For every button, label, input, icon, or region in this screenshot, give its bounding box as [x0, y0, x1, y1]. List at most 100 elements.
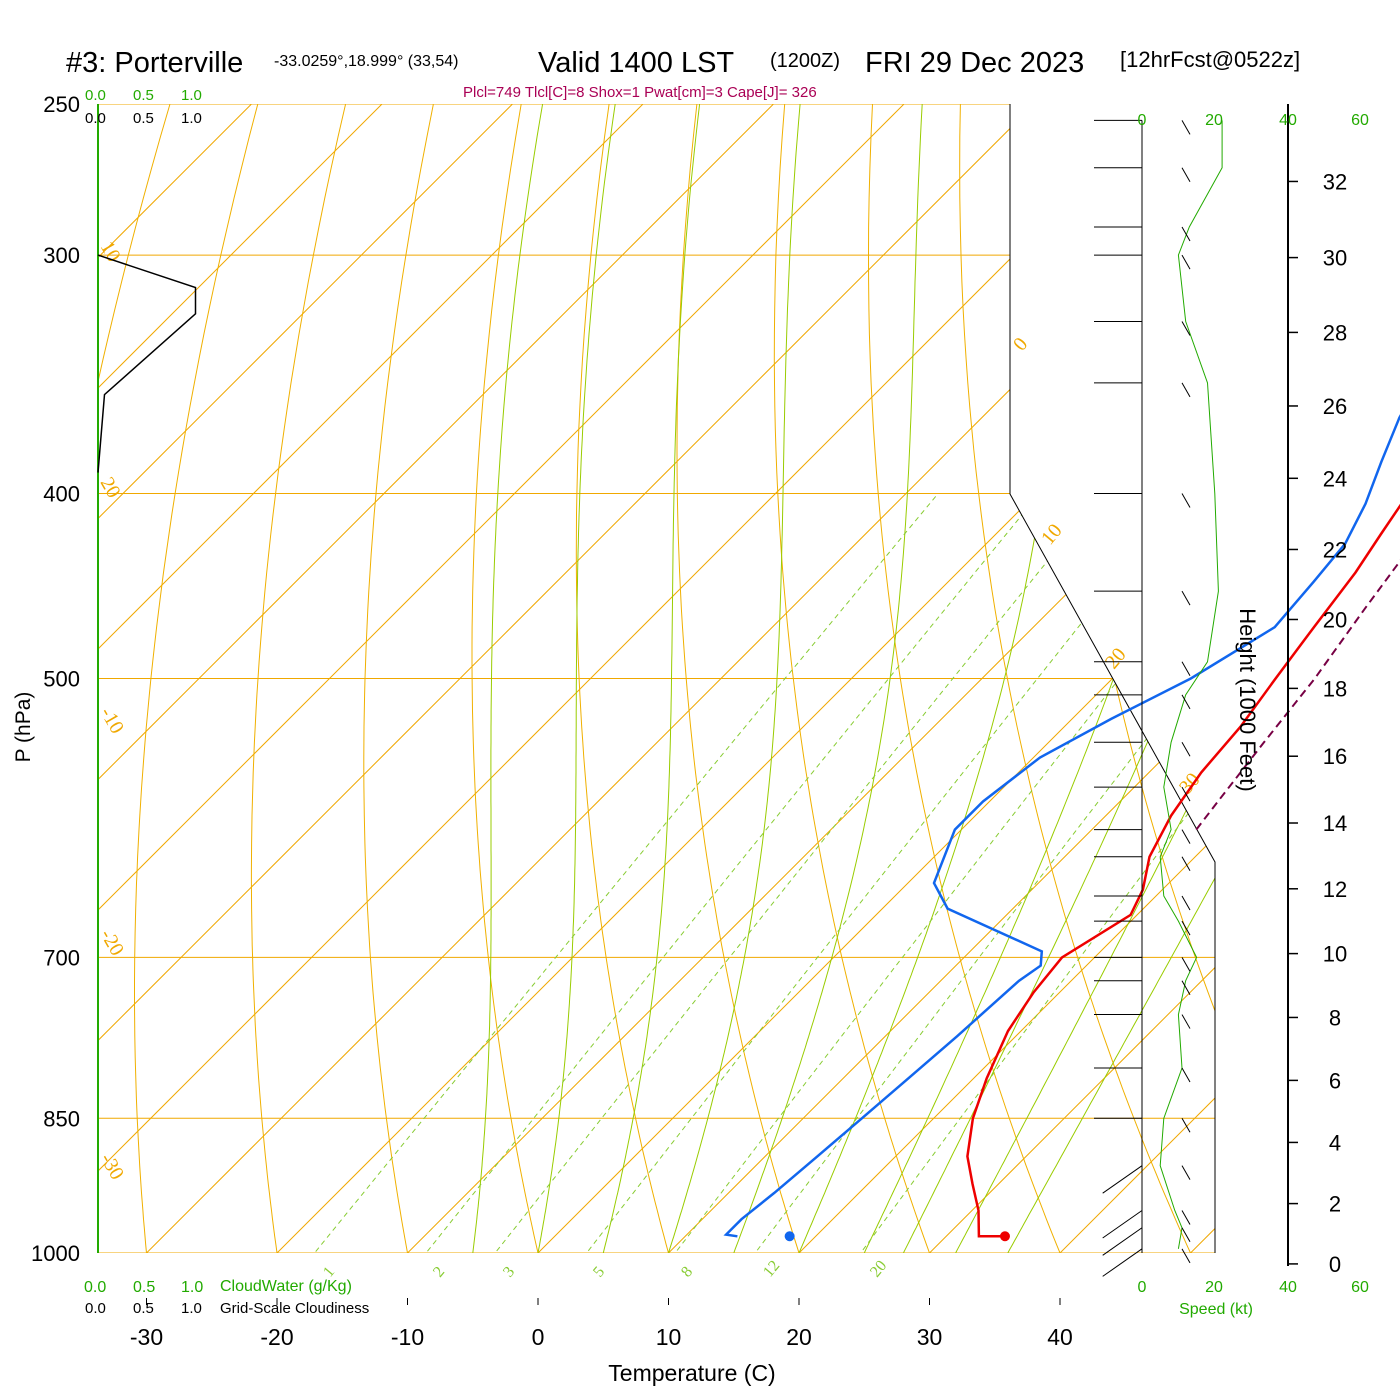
dry-adiabat-line	[867, 104, 1078, 1253]
y-axis-title: P (hPa)	[12, 692, 35, 763]
cloudiness-label: Grid-Scale Cloudiness	[220, 1300, 369, 1317]
height-tick-label: 18	[1323, 676, 1347, 701]
cloudiness-profile	[97, 254, 197, 473]
wind-barb-flag	[1181, 694, 1191, 710]
temperature-line	[966, 503, 1400, 1238]
temperature-tick-label: -10	[391, 1324, 424, 1350]
cloud-tick: 1.0	[181, 1300, 202, 1317]
plot-frame	[1009, 104, 1216, 1253]
temperature-tick-label: -20	[260, 1324, 293, 1350]
isotherm-line	[758, 104, 1215, 1253]
wind-barb-flag	[1181, 957, 1191, 972]
wind-barb-flag	[1181, 254, 1191, 270]
moist-adiabat-line	[798, 104, 1074, 1253]
pressure-tick-label: 250	[43, 92, 80, 117]
moist-adiabat-line	[863, 104, 1215, 1253]
cloudiness-line	[97, 254, 197, 473]
dry-adiabat-line	[676, 104, 813, 1253]
moist-adiabat-line	[472, 104, 550, 1253]
temperature-tick-label: 20	[786, 1324, 812, 1350]
wind-barb	[1102, 1165, 1143, 1194]
wind-barb-flag	[1181, 786, 1191, 802]
height-tick-label: 30	[1323, 246, 1347, 271]
mixing-ratio-line	[643, 493, 1215, 1253]
isotherm-line	[1149, 104, 1215, 1253]
speed-tick: 20	[1205, 112, 1223, 129]
dry-adiabat-line	[134, 104, 268, 1253]
valid-time: Valid 1400 LST	[538, 47, 734, 79]
isotherm-line	[98, 104, 417, 1253]
cloud-tick: 1.0	[181, 110, 202, 127]
forecast-label: [12hrFcst@0522z]	[1120, 47, 1300, 72]
isotherm-line	[627, 104, 1215, 1253]
wind-barb-flag	[1181, 742, 1191, 757]
wind-barb-flag	[1181, 1118, 1191, 1133]
utc-time: (1200Z)	[770, 50, 840, 72]
cloud-scale-bottom-green: 0.0 0.5 1.0 CloudWater (g/Kg)	[84, 1278, 352, 1296]
temperature-tick-label: 10	[656, 1324, 682, 1350]
pressure-tick-label: 300	[43, 243, 80, 268]
mixing-ratio-label: 8	[678, 1264, 696, 1281]
station-coords: -33.0259°,18.999° (33,54)	[274, 53, 458, 70]
cloud-tick: 0.5	[133, 110, 154, 127]
mixing-ratio-line	[554, 493, 1186, 1253]
temperature-tick-label: -30	[130, 1324, 163, 1350]
mixing-ratio-label: 5	[590, 1264, 608, 1281]
speed-axis-label: Speed (kt)	[1179, 1301, 1253, 1318]
wind-barb	[1102, 1248, 1143, 1277]
valid-date: FRI 29 Dec 2023	[865, 47, 1084, 79]
wind-barb-flag	[1181, 829, 1191, 844]
height-tick-label: 24	[1323, 466, 1347, 491]
isotherm-label: 0	[1009, 333, 1032, 355]
isotherm-line	[98, 104, 1200, 1253]
wind-barb-flag	[1181, 1014, 1191, 1029]
mixing-ratio-label: 2	[430, 1264, 448, 1281]
dry-adiabat-line	[1395, 70, 1400, 1293]
cloud-scale-bottom-black: 0.0 0.5 1.0 Grid-Scale Cloudiness	[85, 1300, 369, 1317]
temperature-tick-label: 0	[532, 1324, 545, 1350]
wind-speed-line	[1159, 120, 1223, 1249]
moist-adiabat-line	[1007, 104, 1215, 1253]
wind-barb-flag	[1181, 590, 1191, 606]
pressure-tick-label: 700	[43, 945, 80, 970]
isotherm-label: 20	[96, 474, 125, 502]
temperature-tick-label: 40	[1047, 1324, 1073, 1350]
height-tick-label: 10	[1323, 942, 1347, 967]
cloud-tick: 0.0	[84, 1279, 106, 1296]
dry-adiabat-line	[98, 104, 181, 1253]
moist-adiabat-line	[733, 104, 925, 1253]
dewpoint-line	[723, 414, 1400, 1238]
isotherm-line	[98, 104, 939, 1253]
mixing-ratio-line	[724, 493, 1215, 1253]
dry-adiabat-line	[250, 104, 355, 1253]
isotherm-line	[98, 104, 547, 1253]
mixing-ratio-label: 20	[867, 1257, 890, 1280]
mixing-ratio-line	[830, 493, 1215, 1253]
cloud-tick: 0.5	[133, 1300, 154, 1317]
cloud-scale-top-green: 0.0 0.5 1.0	[85, 87, 202, 104]
cloud-scale-top-black: 0.0 0.5 1.0	[85, 110, 202, 127]
sounding-series	[723, 414, 1400, 1242]
moist-adiabat-line	[955, 104, 1215, 1253]
height-tick-label: 32	[1323, 169, 1347, 194]
background-lines	[98, 70, 1400, 1293]
x-axis-title: Temperature (C)	[608, 1360, 775, 1386]
speed-tick: 0	[1138, 1279, 1147, 1296]
wind-barb-flag	[1181, 661, 1191, 677]
parcel-line	[1195, 559, 1400, 831]
dry-adiabat-line	[773, 104, 946, 1253]
height-tick-label: 20	[1323, 607, 1347, 632]
isotherm-line	[105, 104, 1215, 1253]
moist-adiabat-line	[668, 104, 804, 1253]
speed-tick: 60	[1351, 1279, 1369, 1296]
stability-indices: Plcl=749 Tlcl[C]=8 Shox=1 Pwat[cm]=3 Cap…	[463, 84, 817, 101]
wind-barb-flag	[1181, 1165, 1191, 1180]
speed-tick: 40	[1279, 112, 1297, 129]
cloud-tick: 0.5	[133, 87, 154, 104]
wind-barb	[1102, 1210, 1143, 1239]
isotherm-line	[366, 104, 1215, 1253]
height-tick-label: 2	[1329, 1192, 1341, 1217]
height-tick-label: 16	[1323, 744, 1347, 769]
